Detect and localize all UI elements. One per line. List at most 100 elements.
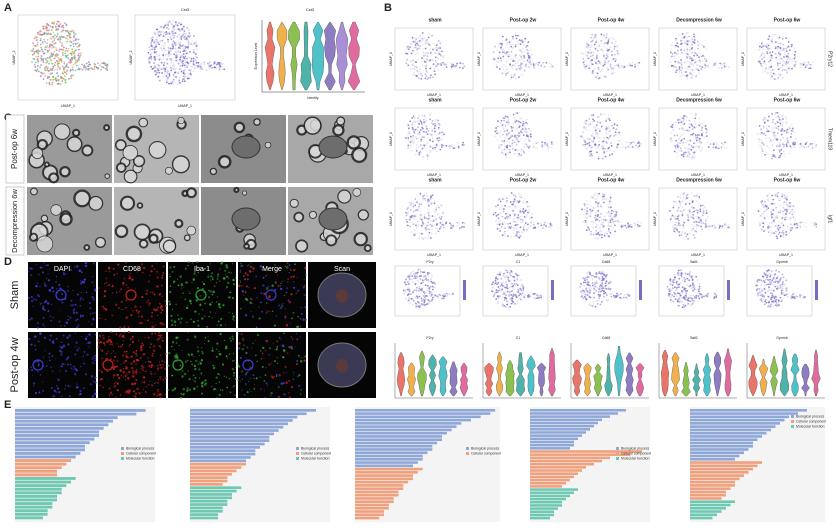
umap-dot <box>609 288 612 291</box>
umap-dot <box>768 140 771 143</box>
umap-dot <box>172 78 175 81</box>
violin <box>347 21 361 91</box>
umap-dot <box>607 225 609 228</box>
umap-dot <box>491 290 494 293</box>
umap-dot <box>769 51 772 54</box>
umap-dot <box>506 137 509 140</box>
umap-dot <box>508 286 511 289</box>
umap-dot <box>404 48 407 51</box>
umap-dot <box>782 203 785 206</box>
umap-dot <box>152 36 155 39</box>
umap-dot <box>529 48 532 51</box>
umap-dot <box>416 132 419 135</box>
umap-dot <box>769 73 772 75</box>
umap-plot <box>482 187 562 251</box>
umap-dot <box>765 137 767 139</box>
umap-dot <box>604 291 607 294</box>
umap-dot <box>785 47 787 50</box>
umap-dot <box>706 225 709 227</box>
umap-dot <box>183 73 185 76</box>
umap-dot <box>697 202 700 204</box>
umap-dot <box>509 279 512 282</box>
umap-dot <box>443 145 446 147</box>
umap-dot <box>502 48 505 51</box>
umap-dot <box>600 33 603 36</box>
violin <box>335 21 349 91</box>
umap-dot <box>433 200 436 202</box>
umap-dot <box>509 271 511 274</box>
umap-dot <box>616 49 619 52</box>
umap-dot <box>433 70 436 73</box>
umap-dot <box>523 69 526 72</box>
umap-dot <box>411 298 414 301</box>
umap-dot <box>544 143 547 146</box>
umap-dot <box>492 213 495 216</box>
umap-dot <box>504 153 507 156</box>
umap-dot <box>683 114 686 117</box>
umap-dot <box>610 134 612 137</box>
umap-dot <box>509 46 512 48</box>
umap-dot <box>505 300 508 303</box>
umap-dot <box>771 113 774 115</box>
umap-dot <box>173 65 176 68</box>
umap-dot <box>693 33 695 36</box>
umap-dot <box>413 210 416 213</box>
umap-dot <box>580 290 582 293</box>
umap-dot <box>784 218 786 221</box>
umap-dot <box>407 137 410 139</box>
umap-dot <box>681 134 683 136</box>
umap-dot <box>411 137 414 140</box>
umap-dot <box>430 299 433 302</box>
umap-dot <box>596 192 599 195</box>
umap-dot <box>83 64 86 67</box>
umap-dot <box>514 295 517 298</box>
umap-dot <box>615 145 618 148</box>
umap-dot <box>621 146 624 149</box>
umap-dot <box>695 149 698 152</box>
umap-dot <box>52 35 55 38</box>
umap-dot <box>162 67 165 70</box>
umap-dot <box>762 44 765 47</box>
umap-dot <box>213 61 216 63</box>
umap-dot <box>794 143 796 146</box>
umap-dot <box>587 51 589 53</box>
umap-dot <box>697 212 700 215</box>
umap-dot <box>588 64 591 67</box>
umap-dot <box>435 150 438 153</box>
umap-dot <box>698 56 700 59</box>
umap-dot <box>501 151 503 154</box>
umap-dot <box>533 221 535 224</box>
umap-dot <box>173 75 176 78</box>
umap-dot <box>173 25 176 27</box>
umap-dot <box>506 71 509 74</box>
umap-dot <box>673 142 675 145</box>
umap-dot <box>811 143 814 145</box>
umap-dot <box>412 299 415 302</box>
umap-dot <box>168 32 171 35</box>
label: UMAP_2 <box>741 132 745 146</box>
umap-dot <box>787 52 790 55</box>
umap-dot <box>425 38 428 41</box>
umap-dot <box>521 148 523 151</box>
umap-dot <box>682 123 684 126</box>
umap-dot <box>77 48 80 51</box>
umap-dot <box>588 228 591 231</box>
umap-dot <box>173 34 176 37</box>
umap-dot <box>456 221 459 224</box>
umap-dot <box>87 61 90 64</box>
umap-dot <box>811 147 814 149</box>
umap-dot <box>514 32 517 35</box>
umap-dot <box>605 36 608 39</box>
umap-dot <box>551 65 554 68</box>
umap-dot <box>593 130 595 132</box>
umap-dot <box>601 157 604 160</box>
umap-dot <box>505 269 508 272</box>
umap-dot <box>411 40 413 43</box>
umap-dot <box>699 222 702 225</box>
umap-dot <box>607 147 610 150</box>
umap-dot <box>166 79 168 81</box>
umap-dot <box>599 205 602 208</box>
umap-dot <box>418 232 420 235</box>
umap-dot <box>686 36 688 39</box>
umap-dot <box>766 43 769 46</box>
